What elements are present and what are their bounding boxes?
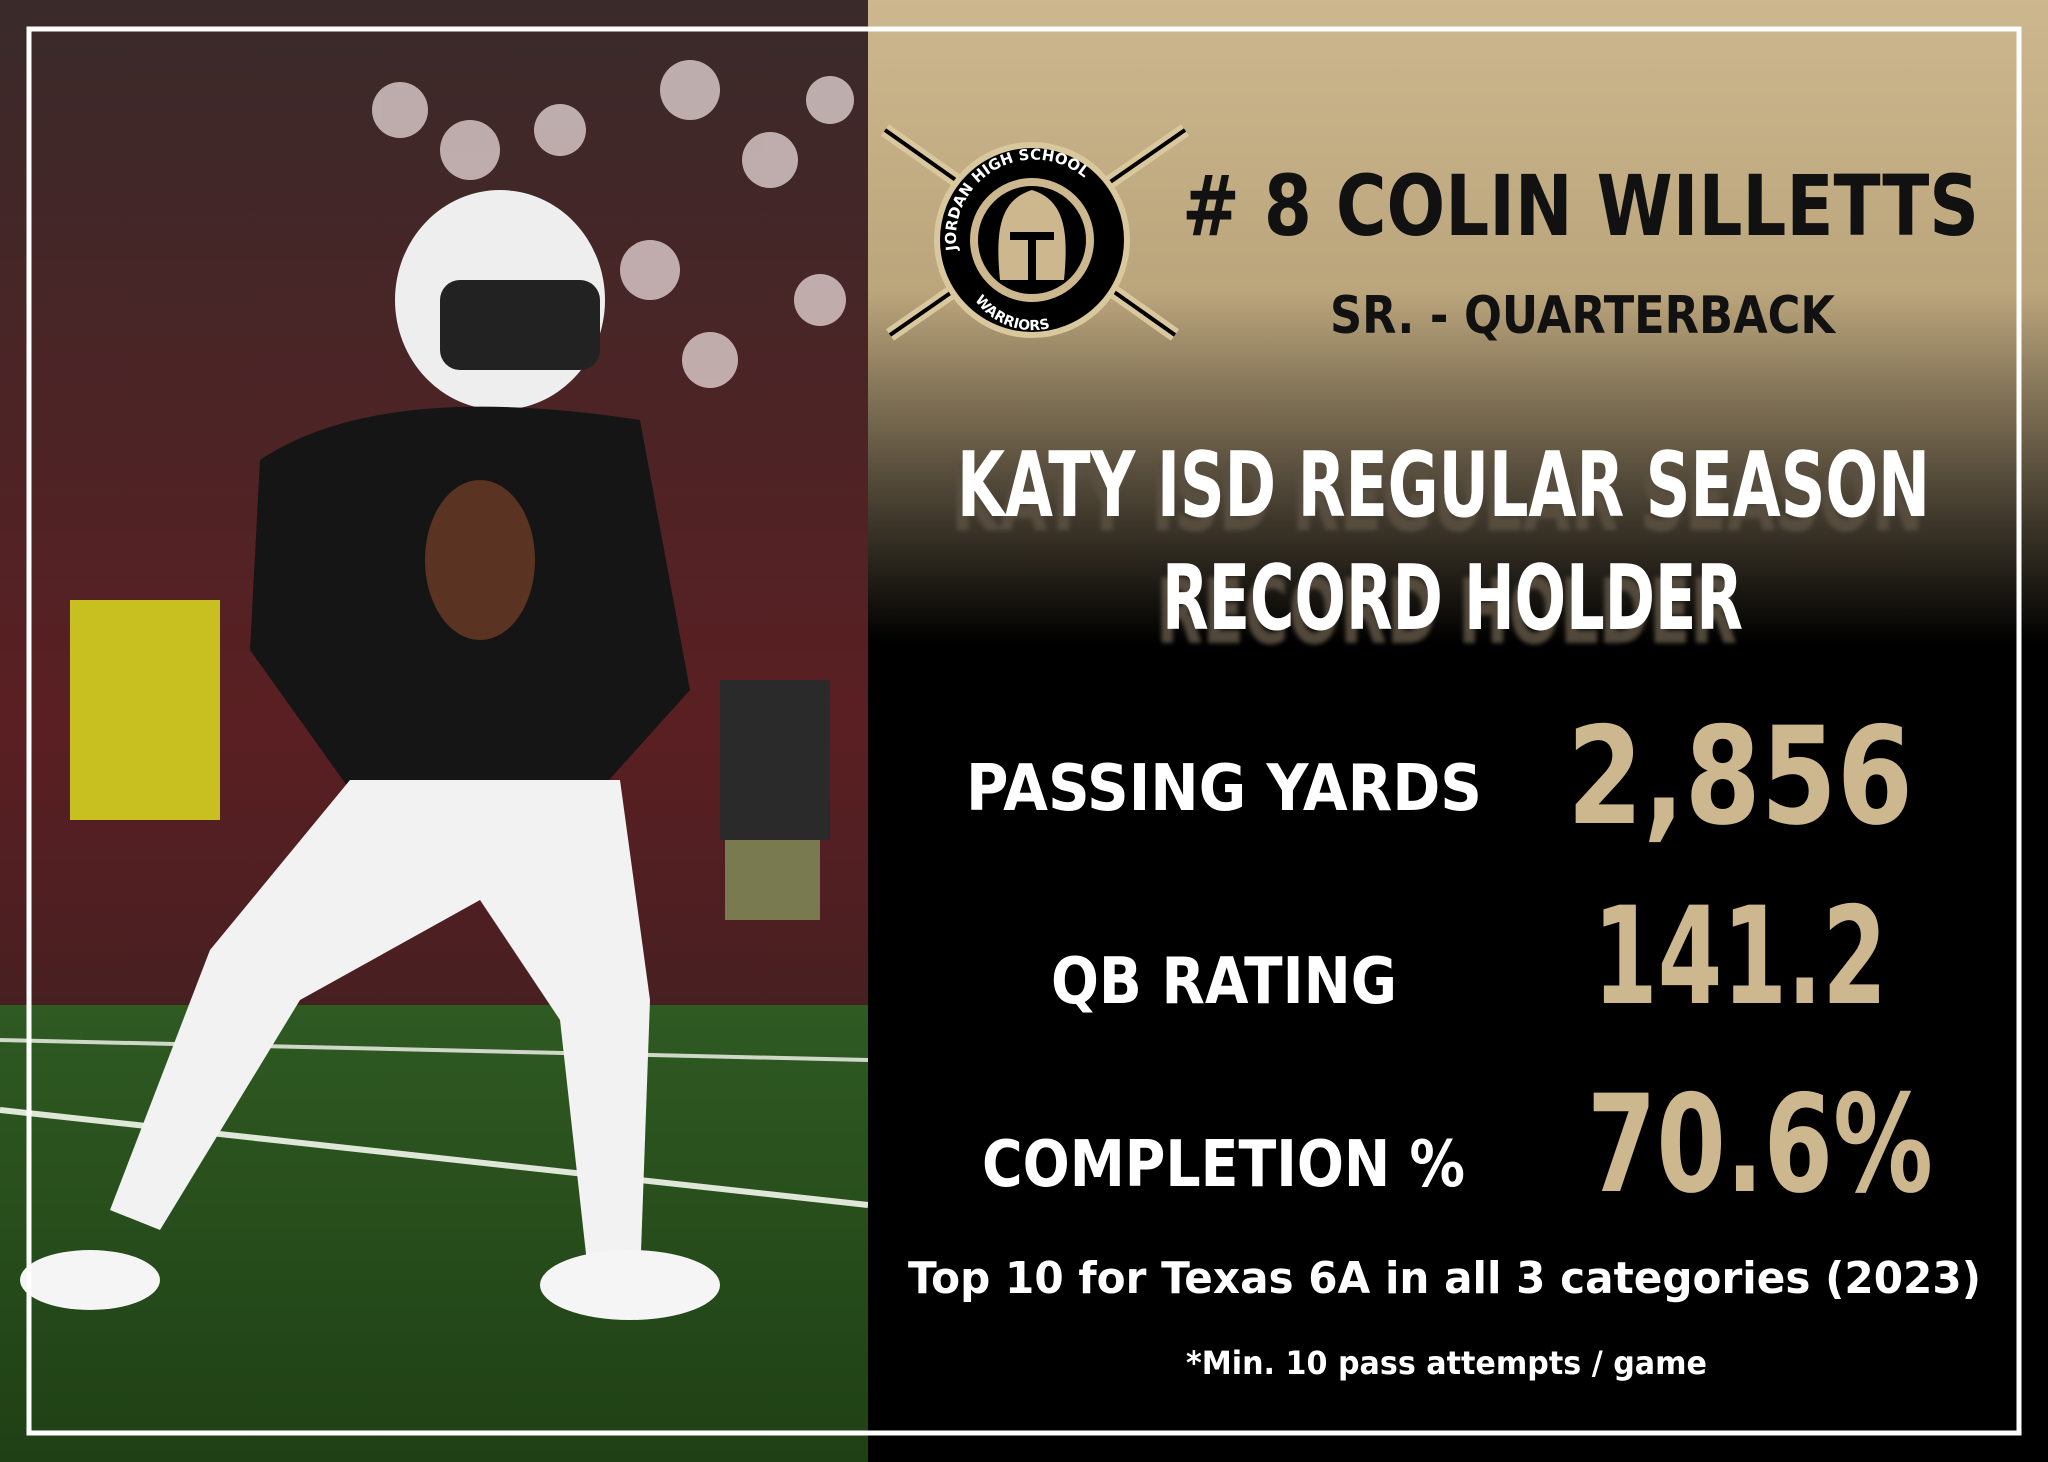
player-name: # 8 COLIN WILLETTS [1182, 157, 1979, 255]
headline: RECORD HOLDER [1162, 546, 1743, 651]
stat-label: PASSING YARDS [966, 752, 1482, 826]
footnote: Top 10 for Texas 6A in all 3 categories … [908, 1253, 1981, 1304]
player-position: SR. - QUARTERBACK [1330, 286, 1836, 346]
school-logo: JORDAN HIGH SCHOOL WARRIORS [880, 124, 1189, 341]
stat-label: COMPLETION % [982, 1128, 1465, 1202]
stat-value: 141.2 [1593, 878, 1887, 1035]
frame [26, 26, 2022, 1436]
stat-value: 70.6% [1587, 1066, 1933, 1223]
stat-value: 2,856 [1567, 698, 1913, 855]
stat-label: QB RATING [1051, 945, 1397, 1019]
headline: KATY ISD REGULAR SEASON [957, 433, 1930, 538]
photo [0, 0, 869, 1462]
fine-print: *Min. 10 pass attempts / game [1186, 1344, 1707, 1382]
